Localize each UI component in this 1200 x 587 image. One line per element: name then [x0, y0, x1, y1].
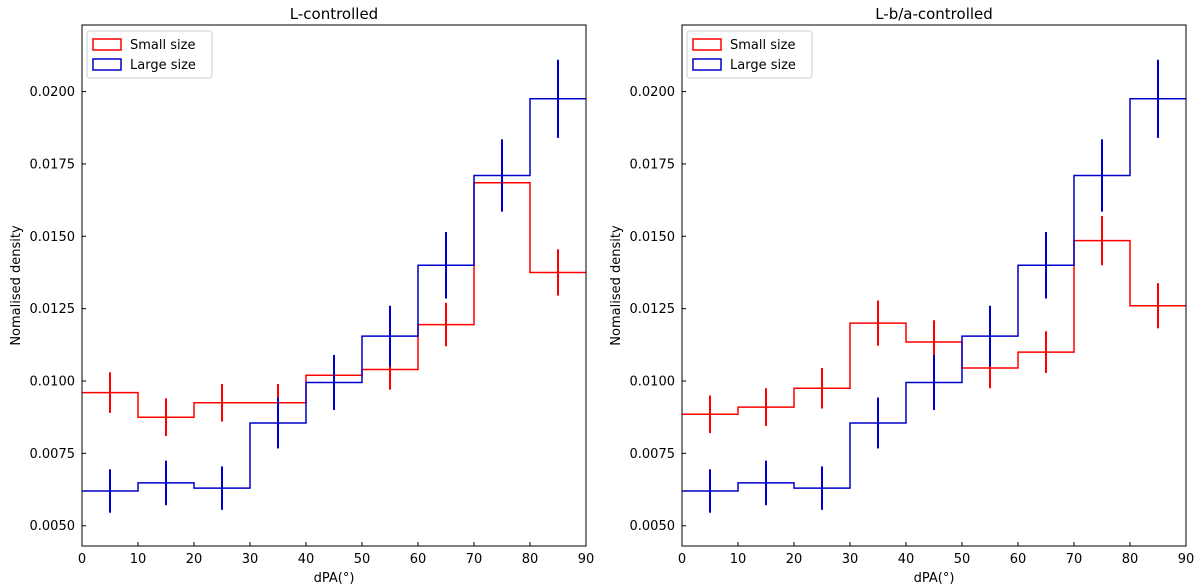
x-tick-label: 70 — [466, 552, 483, 567]
x-tick-label: 20 — [786, 552, 803, 567]
chart-title: L-b/a-controlled — [875, 5, 993, 23]
x-axis-label: dPA(°) — [914, 571, 955, 586]
y-tick-label: 0.0200 — [630, 85, 676, 100]
y-tick-label: 0.0125 — [30, 302, 76, 317]
y-tick-label: 0.0175 — [630, 157, 676, 172]
y-axis-label: Nomalised density — [609, 225, 624, 346]
x-tick-label: 30 — [242, 552, 259, 567]
x-tick-label: 50 — [954, 552, 971, 567]
x-tick-label: 80 — [1122, 552, 1139, 567]
x-tick-label: 30 — [842, 552, 859, 567]
x-tick-label: 80 — [522, 552, 539, 567]
y-tick-label: 0.0200 — [30, 85, 76, 100]
x-tick-label: 50 — [354, 552, 371, 567]
y-tick-label: 0.0100 — [30, 375, 76, 390]
y-tick-label: 0.0125 — [630, 302, 676, 317]
right-chart-panel: L-b/a-controlled 0 10 20 30 40 50 60 70 80 90 0.005… — [609, 5, 1194, 586]
legend-label: Large size — [130, 58, 196, 73]
legend-label: Large size — [730, 58, 796, 73]
plot-frame — [81, 24, 587, 547]
legend-box — [686, 30, 813, 79]
chart-title: L-controlled — [290, 5, 378, 23]
x-tick-label: 0 — [678, 552, 686, 567]
legend: Small size Large size — [686, 30, 813, 79]
legend-label: Small size — [730, 38, 795, 53]
y-tick-label: 0.0150 — [30, 230, 76, 245]
legend-box — [86, 30, 213, 79]
x-tick-label: 90 — [1178, 552, 1195, 567]
x-tick-label: 40 — [898, 552, 915, 567]
legend: Small size Large size — [86, 30, 213, 79]
y-axis-label: Nomalised density — [9, 225, 24, 346]
series-step-line-large-size — [82, 98, 586, 492]
y-tick-label: 0.0075 — [630, 447, 676, 462]
x-tick-label: 40 — [298, 552, 315, 567]
y-tick-label: 0.0050 — [630, 519, 676, 534]
left-chart-panel: L-controlled 0 10 20 30 40 50 60 70 80 90 0.0050 0.0… — [9, 5, 594, 586]
legend-swatch — [92, 38, 122, 51]
plot-frame — [681, 24, 1187, 547]
x-tick-label: 90 — [578, 552, 595, 567]
x-tick-label: 20 — [186, 552, 203, 567]
x-tick-label: 60 — [410, 552, 427, 567]
y-tick-label: 0.0050 — [30, 519, 76, 534]
legend-swatch — [692, 38, 722, 51]
y-tick-label: 0.0100 — [630, 375, 676, 390]
x-tick-label: 70 — [1066, 552, 1083, 567]
y-tick-label: 0.0175 — [30, 157, 76, 172]
y-tick-label: 0.0075 — [30, 447, 76, 462]
series-step-line-large-size — [682, 98, 1186, 492]
legend-swatch — [92, 58, 122, 71]
x-tick-label: 0 — [78, 552, 86, 567]
legend-swatch — [692, 58, 722, 71]
legend-label: Small size — [130, 38, 195, 53]
x-tick-label: 10 — [130, 552, 147, 567]
x-tick-label: 60 — [1010, 552, 1027, 567]
x-tick-label: 10 — [730, 552, 747, 567]
x-axis-label: dPA(°) — [314, 571, 355, 586]
y-tick-label: 0.0150 — [630, 230, 676, 245]
